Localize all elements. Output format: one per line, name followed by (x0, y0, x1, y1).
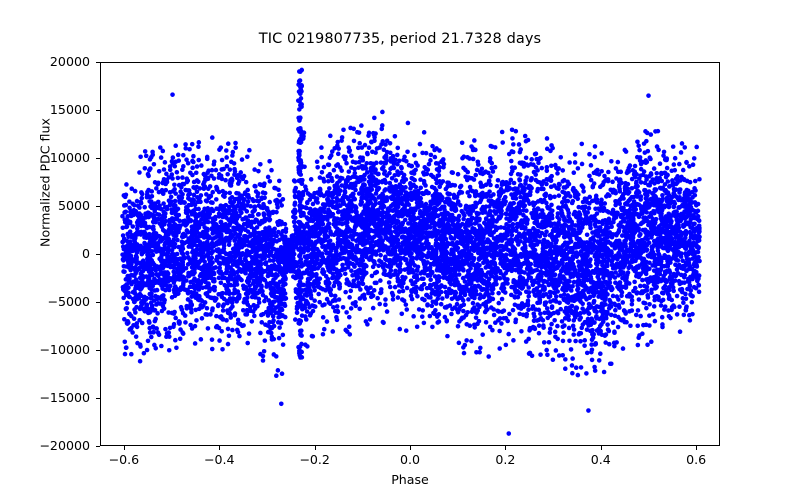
y-tick-label: −5000 (47, 294, 90, 309)
y-tick-label: 15000 (49, 102, 90, 117)
x-tick-label: 0.4 (590, 452, 611, 467)
y-tick-label: −10000 (39, 342, 90, 357)
y-tick-label: 0 (81, 246, 90, 261)
x-tick-label: −0.4 (203, 452, 235, 467)
y-tick-mark (96, 446, 100, 448)
y-tick-label: 20000 (49, 54, 90, 69)
scatter-series-layer (101, 63, 719, 445)
y-tick-mark (96, 158, 100, 160)
page-title: TIC 0219807735, period 21.7328 days (258, 31, 542, 47)
y-tick-mark (96, 398, 100, 400)
y-tick-label: 5000 (57, 198, 90, 213)
y-tick-label: −15000 (39, 390, 90, 405)
y-tick-mark (96, 62, 100, 64)
y-tick-label: −20000 (39, 438, 90, 453)
x-tick-mark (410, 446, 412, 450)
x-tick-label: −0.2 (299, 452, 330, 467)
scatter-points (120, 67, 702, 436)
x-tick-mark (696, 446, 698, 450)
y-tick-mark (96, 302, 100, 304)
y-tick-mark (96, 110, 100, 112)
x-tick-mark (505, 446, 507, 450)
x-axis-label: Phase (391, 472, 429, 487)
x-tick-mark (123, 446, 125, 450)
x-tick-label: −0.6 (108, 452, 140, 467)
x-tick-label: 0.6 (686, 452, 707, 467)
y-tick-mark (96, 350, 100, 352)
x-tick-mark (600, 446, 602, 450)
x-tick-label: 0.0 (399, 452, 421, 467)
x-tick-mark (314, 446, 316, 450)
plot-area (100, 62, 720, 446)
y-tick-label: 10000 (49, 150, 90, 165)
y-tick-mark (96, 254, 100, 256)
y-tick-mark (96, 206, 100, 208)
y-axis-label: Normalized PDC flux (37, 118, 53, 247)
x-tick-label: 0.2 (495, 452, 516, 467)
x-tick-mark (219, 446, 221, 450)
